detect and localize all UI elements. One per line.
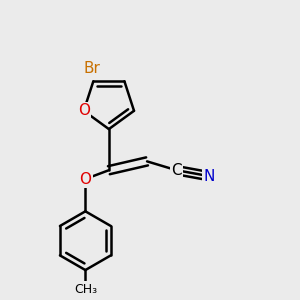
Text: C: C bbox=[171, 163, 182, 178]
Text: N: N bbox=[203, 169, 214, 184]
Text: O: O bbox=[78, 103, 90, 118]
Text: O: O bbox=[80, 172, 92, 187]
Text: Br: Br bbox=[83, 61, 100, 76]
Text: CH₃: CH₃ bbox=[74, 283, 97, 296]
